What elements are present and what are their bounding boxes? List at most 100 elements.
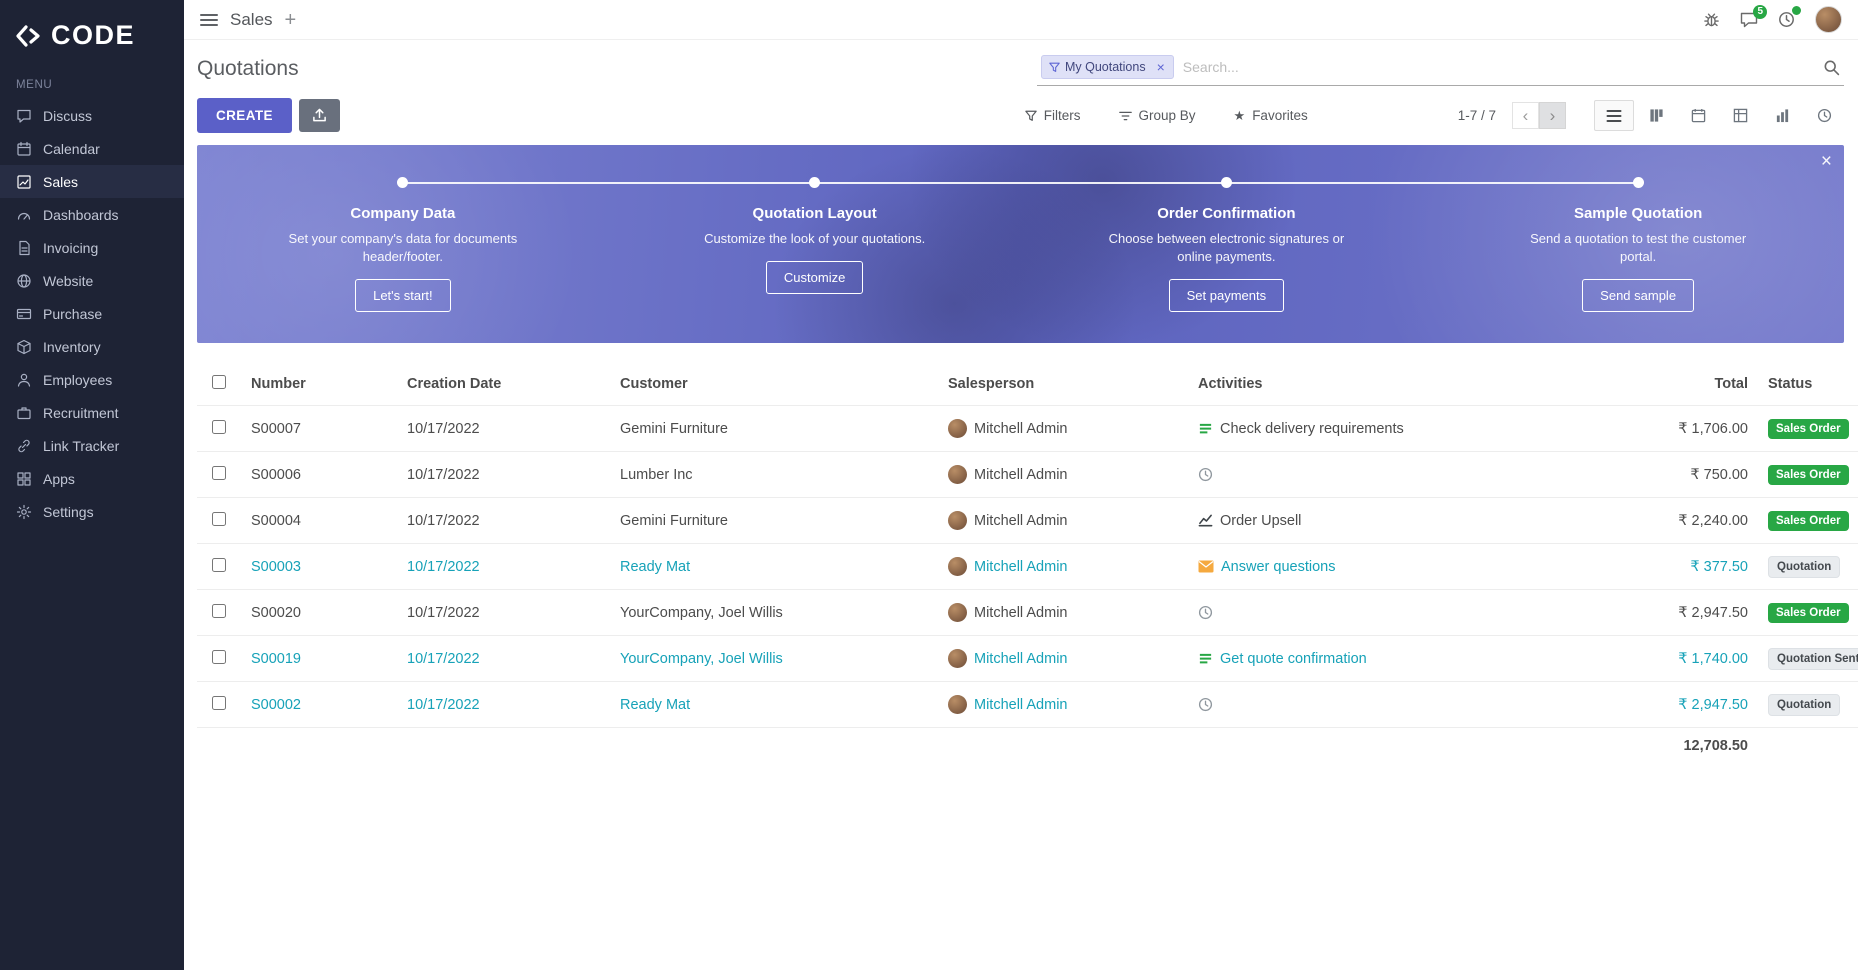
activity-view-button[interactable] — [1804, 100, 1844, 131]
step-description: Send a quotation to test the customer po… — [1530, 231, 1747, 265]
row-checkbox[interactable] — [212, 511, 226, 526]
cell-activity[interactable]: Order Upsell — [1220, 512, 1302, 529]
pager-range: 1-7 / 7 — [1457, 108, 1496, 123]
graph-view-button[interactable] — [1762, 100, 1802, 131]
sidebar-item-dashboards[interactable]: Dashboards — [0, 198, 184, 231]
current-app-name[interactable]: Sales — [230, 9, 273, 29]
sidebar-item-invoicing[interactable]: Invoicing — [0, 231, 184, 264]
sidebar-item-apps[interactable]: Apps — [0, 462, 184, 495]
sidebar-item-sales[interactable]: Sales — [0, 165, 184, 198]
facet-remove-icon[interactable]: × — [1149, 57, 1173, 77]
column-header-total[interactable]: Total — [1714, 376, 1748, 392]
cell-total: ₹ 1,706.00 — [1648, 405, 1758, 452]
sidebar-item-label: Purchase — [43, 305, 103, 322]
add-tab-button[interactable]: + — [284, 8, 297, 31]
search-input[interactable] — [1182, 59, 1814, 75]
calendar-view-icon — [1691, 108, 1705, 123]
chart-line-icon[interactable] — [1198, 513, 1213, 528]
step-title: Quotation Layout — [752, 205, 877, 222]
pager-next-button[interactable]: › — [1539, 102, 1566, 129]
column-header-activities[interactable]: Activities — [1198, 376, 1263, 392]
search-facet[interactable]: My Quotations × — [1041, 55, 1174, 79]
table-row[interactable]: S00019 10/17/2022 YourCompany, Joel Will… — [197, 635, 1858, 682]
table-row[interactable]: S00004 10/17/2022 Gemini Furniture Mitch… — [197, 497, 1858, 544]
sidebar-item-recruitment[interactable]: Recruitment — [0, 396, 184, 429]
cell-number: S00002 — [241, 681, 397, 728]
pivot-view-button[interactable] — [1720, 100, 1760, 131]
row-checkbox[interactable] — [212, 419, 226, 434]
column-header-creation-date[interactable]: Creation Date — [407, 376, 502, 392]
cell-activity[interactable]: Answer questions — [1221, 558, 1336, 575]
column-header-status[interactable]: Status — [1768, 376, 1813, 392]
search-bar[interactable]: My Quotations × — [1037, 52, 1844, 86]
customize-button[interactable]: Customize — [765, 261, 864, 295]
kanban-view-button[interactable] — [1636, 100, 1676, 131]
activity-view-icon — [1817, 108, 1831, 123]
send-sample-button[interactable]: Send sample — [1582, 279, 1695, 313]
bug-icon[interactable] — [1703, 11, 1720, 28]
activity-clock-icon[interactable] — [1778, 6, 1801, 28]
tasks-icon[interactable] — [1198, 651, 1213, 666]
row-checkbox[interactable] — [212, 649, 226, 664]
clock-icon[interactable] — [1198, 697, 1213, 712]
cell-creation-date: 10/17/2022 — [397, 497, 610, 544]
table-row[interactable]: S00020 10/17/2022 YourCompany, Joel Will… — [197, 589, 1858, 636]
clock-icon[interactable] — [1198, 605, 1213, 620]
filters-button[interactable]: Filters — [1025, 108, 1081, 124]
banner-close-icon[interactable]: × — [1820, 151, 1832, 172]
table-row[interactable]: S00002 10/17/2022 Ready Mat Mitchell Adm… — [197, 681, 1858, 728]
sidebar-item-inventory[interactable]: Inventory — [0, 330, 184, 363]
set-payments-button[interactable]: Set payments — [1168, 279, 1285, 313]
row-checkbox[interactable] — [212, 603, 226, 618]
row-checkbox[interactable] — [212, 557, 226, 572]
search-icon[interactable] — [1823, 59, 1840, 76]
list-view-button[interactable] — [1594, 100, 1634, 131]
sidebar-item-purchase[interactable]: Purchase — [0, 297, 184, 330]
status-badge: Quotation — [1768, 555, 1841, 578]
table-row[interactable]: S00003 10/17/2022 Ready Mat Mitchell Adm… — [197, 543, 1858, 590]
create-button[interactable]: CREATE — [197, 98, 292, 133]
sidebar-item-website[interactable]: Website — [0, 264, 184, 297]
export-button[interactable] — [298, 99, 340, 132]
lets-start-button[interactable]: Let's start! — [355, 279, 451, 313]
sidebar-item-discuss[interactable]: Discuss — [0, 99, 184, 132]
sidebar-item-label: Inventory — [43, 338, 101, 355]
table-row[interactable]: S00006 10/17/2022 Lumber Inc Mitchell Ad… — [197, 451, 1858, 498]
cell-activity[interactable]: Check delivery requirements — [1220, 420, 1404, 437]
cell-total: ₹ 2,947.50 — [1648, 589, 1758, 636]
cell-activity[interactable]: Get quote confirmation — [1220, 650, 1367, 667]
column-header-customer[interactable]: Customer — [620, 376, 688, 392]
inventory-icon — [16, 339, 32, 355]
sidebar-item-employees[interactable]: Employees — [0, 363, 184, 396]
select-all-checkbox[interactable] — [212, 375, 226, 389]
envelope-icon[interactable] — [1198, 560, 1214, 573]
column-header-number[interactable]: Number — [251, 376, 306, 392]
column-header-salesperson[interactable]: Salesperson — [948, 376, 1035, 392]
step-dot — [397, 177, 409, 188]
messages-icon[interactable]: 5 — [1740, 4, 1767, 28]
sidebar-item-settings[interactable]: Settings — [0, 495, 184, 528]
sidebar-item-link-tracker[interactable]: Link Tracker — [0, 429, 184, 462]
favorites-button[interactable]: ★ Favorites — [1233, 107, 1308, 124]
tasks-icon[interactable] — [1198, 421, 1213, 436]
row-checkbox[interactable] — [212, 695, 226, 710]
calendar-view-button[interactable] — [1678, 100, 1718, 131]
step-dot — [1632, 177, 1644, 188]
cell-salesperson: Mitchell Admin — [974, 420, 1068, 437]
table-row[interactable]: S00007 10/17/2022 Gemini Furniture Mitch… — [197, 405, 1858, 452]
clock-icon[interactable] — [1198, 467, 1213, 482]
hamburger-menu-icon[interactable] — [200, 13, 218, 27]
filter-toolbar: Filters Group By ★ Favorites — [1025, 108, 1308, 124]
row-checkbox[interactable] — [212, 465, 226, 480]
footer-total: 12,708.50 — [1648, 727, 1758, 764]
star-icon: ★ — [1233, 107, 1246, 123]
salesperson-avatar — [948, 465, 967, 484]
group-by-button[interactable]: Group By — [1118, 108, 1196, 124]
pager-prev-button[interactable]: ‹ — [1512, 102, 1539, 129]
cell-creation-date: 10/17/2022 — [397, 451, 610, 498]
brand[interactable]: CODE — [0, 0, 184, 67]
sidebar-item-calendar[interactable]: Calendar — [0, 132, 184, 165]
sidebar-item-label: Website — [43, 272, 94, 289]
cell-total: ₹ 1,740.00 — [1648, 635, 1758, 682]
user-avatar[interactable] — [1815, 6, 1842, 33]
